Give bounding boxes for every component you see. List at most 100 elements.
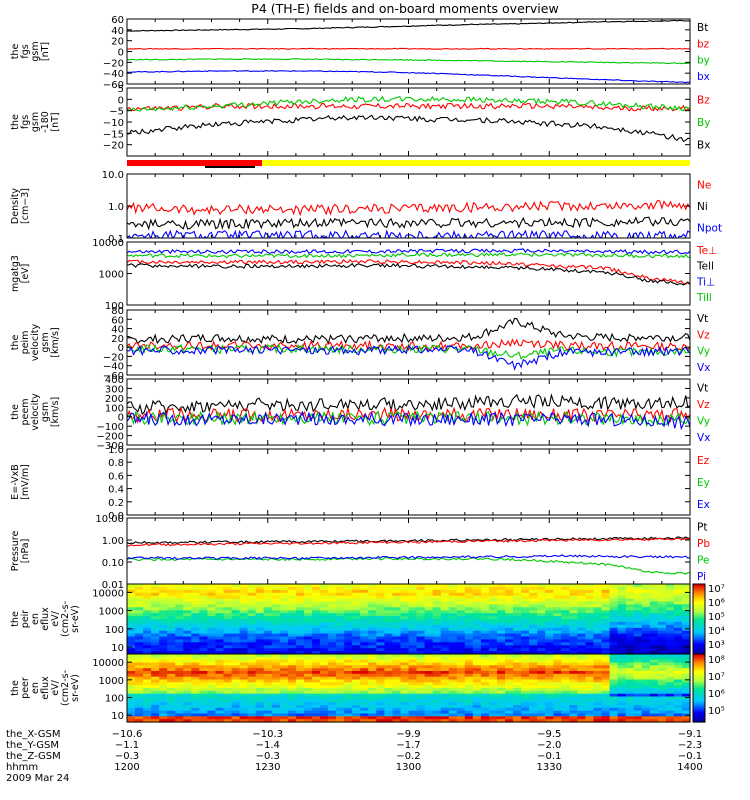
heatmap-cell xyxy=(199,607,208,611)
heatmap-cell xyxy=(143,601,152,605)
heatmap-cell xyxy=(143,627,152,632)
heatmap-cell xyxy=(553,707,562,712)
heatmap-cell xyxy=(312,662,321,666)
heatmap-cell xyxy=(537,665,546,669)
heatmap-cell xyxy=(303,696,313,700)
heatmap-cell xyxy=(328,633,337,638)
heatmap-cell xyxy=(408,584,418,588)
heatmap-cell xyxy=(336,665,345,669)
heatmap-cell xyxy=(255,673,265,678)
heatmap-cell xyxy=(424,682,434,686)
y-tick-label: 1000 xyxy=(99,607,124,618)
heatmap-cell xyxy=(625,668,635,672)
heatmap-cell xyxy=(287,610,297,614)
heatmap-cell xyxy=(682,656,691,661)
heatmap-cell xyxy=(472,633,482,638)
heatmap-cell xyxy=(617,671,627,675)
heatmap-cell xyxy=(497,604,506,608)
heatmap-cell xyxy=(480,627,490,632)
heatmap-cell xyxy=(609,592,619,597)
heatmap-cell xyxy=(408,648,418,652)
heatmap-cell xyxy=(303,693,313,698)
y-axis-label-line: the xyxy=(10,404,21,420)
heatmap-cell xyxy=(464,710,474,715)
heatmap-cell xyxy=(682,636,691,640)
heatmap-cell xyxy=(440,610,450,614)
heatmap-cell xyxy=(303,636,313,640)
heatmap-cell xyxy=(593,627,603,632)
heatmap-cell xyxy=(287,633,297,638)
heatmap-cell xyxy=(143,651,152,655)
heatmap-cell xyxy=(505,613,514,617)
heatmap-cell xyxy=(649,616,659,620)
heatmap-cell xyxy=(231,604,241,608)
heatmap-cell xyxy=(585,668,594,672)
heatmap-cell xyxy=(416,668,426,672)
heatmap-cell xyxy=(585,693,594,698)
heatmap-cell xyxy=(368,673,377,678)
heatmap-cell xyxy=(167,662,176,666)
heatmap-cell xyxy=(665,592,675,597)
heatmap-cell xyxy=(641,716,651,720)
heatmap-cell xyxy=(505,633,514,638)
heatmap-cell xyxy=(480,613,490,617)
heatmap-cell xyxy=(432,601,442,605)
heatmap-cell xyxy=(682,654,691,658)
heatmap-cell xyxy=(127,586,136,591)
heatmap-cell xyxy=(529,679,538,683)
heatmap-cell xyxy=(360,630,369,635)
heatmap-cell xyxy=(625,713,635,717)
heatmap-cell xyxy=(513,719,522,723)
heatmap-cell xyxy=(505,685,514,689)
heatmap-cell xyxy=(513,636,522,640)
heatmap-cell xyxy=(328,679,337,683)
heatmap-cell xyxy=(135,665,144,669)
heatmap-cell xyxy=(199,604,208,608)
heatmap-cell xyxy=(368,688,377,692)
heatmap-cell xyxy=(497,595,506,600)
heatmap-cell xyxy=(215,696,225,700)
heatmap-cell xyxy=(682,607,691,611)
heatmap-cell xyxy=(376,586,385,591)
heatmap-cell xyxy=(368,604,377,608)
heatmap-cell xyxy=(255,598,265,603)
heatmap-cell xyxy=(143,604,152,608)
heatmap-cell xyxy=(601,624,611,629)
heatmap-cell xyxy=(617,610,627,614)
heatmap-cell xyxy=(360,671,369,675)
heatmap-cell xyxy=(488,639,498,643)
heatmap-cell xyxy=(545,707,554,712)
heatmap-cell xyxy=(456,651,466,655)
heatmap-cell xyxy=(143,607,152,611)
heatmap-cell xyxy=(271,630,281,635)
heatmap-cell xyxy=(472,665,482,669)
heatmap-cell xyxy=(239,662,249,666)
heatmap-cell xyxy=(497,716,506,720)
heatmap-cell xyxy=(328,604,337,608)
heatmap-cell xyxy=(400,648,410,652)
heatmap-cell xyxy=(497,589,506,594)
heatmap-cell xyxy=(456,673,466,678)
y-tick-label: 40 xyxy=(111,325,124,336)
heatmap-cell xyxy=(303,688,313,692)
heatmap-cell xyxy=(360,668,369,672)
heatmap-cell xyxy=(505,673,514,678)
heatmap-cell xyxy=(159,699,168,703)
heatmap-cell xyxy=(665,673,675,678)
heatmap-cell xyxy=(344,707,353,712)
heatmap-cell xyxy=(320,656,329,661)
heatmap-cell xyxy=(376,607,385,611)
heatmap-cell xyxy=(352,636,361,640)
heatmap-cell xyxy=(303,633,313,638)
heatmap-cell xyxy=(633,668,643,672)
heatmap-cell xyxy=(167,710,176,715)
heatmap-cell xyxy=(617,713,627,717)
heatmap-cell xyxy=(609,616,619,620)
heatmap-cell xyxy=(328,662,337,666)
heatmap-cell xyxy=(673,693,683,698)
heatmap-cell xyxy=(633,707,643,712)
heatmap-cell xyxy=(545,713,554,717)
heatmap-cell xyxy=(649,693,659,698)
heatmap-cell xyxy=(505,679,514,683)
